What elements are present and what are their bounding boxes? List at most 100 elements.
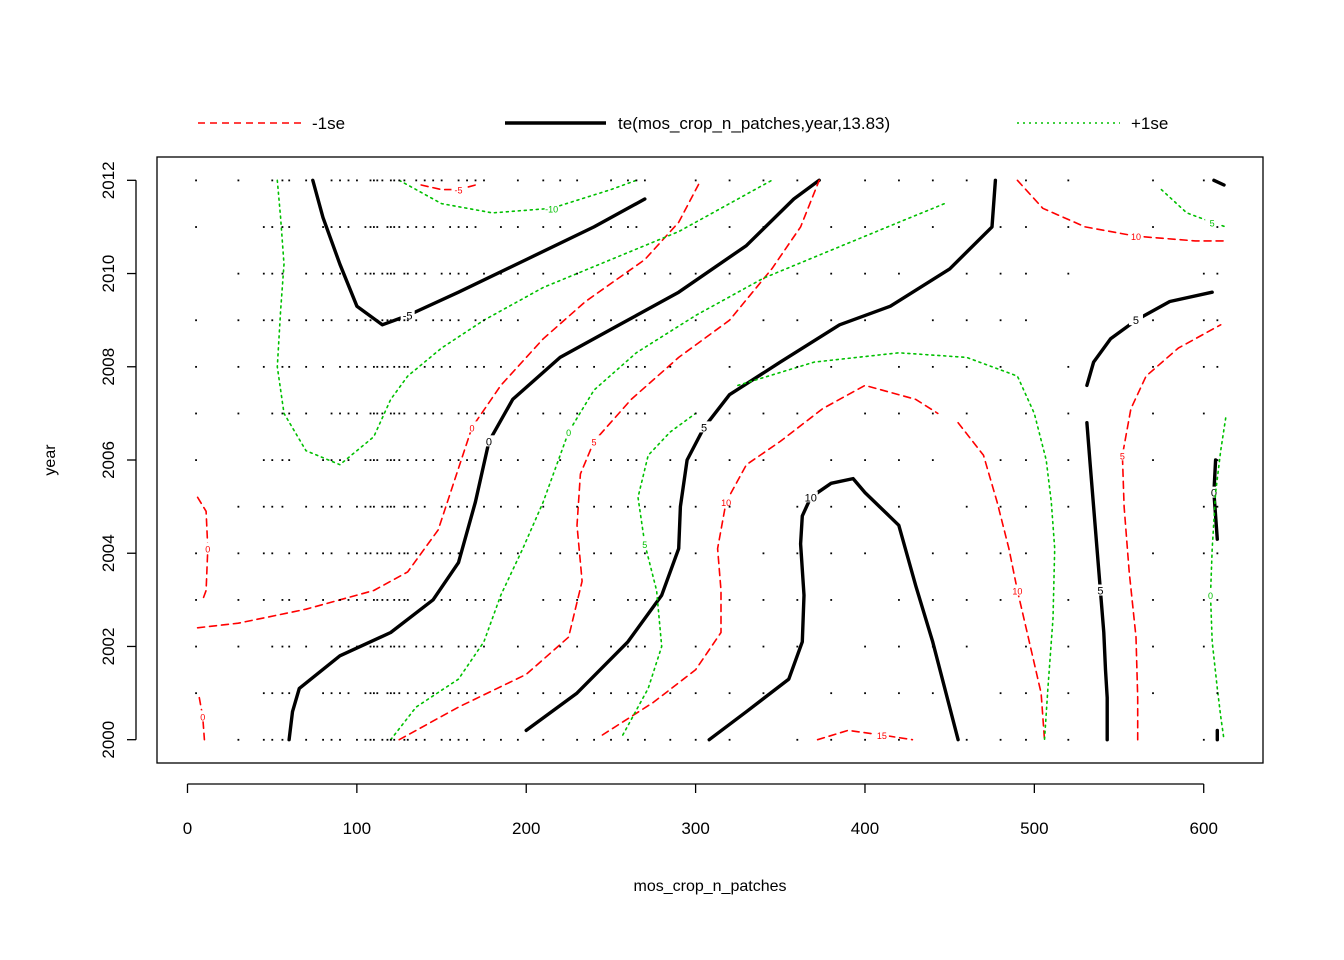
data-point	[288, 319, 291, 322]
data-point	[432, 459, 435, 461]
data-point	[376, 599, 379, 601]
data-point	[864, 505, 866, 508]
data-point	[500, 692, 502, 695]
contour-line	[1085, 290, 1214, 388]
data-point	[364, 365, 367, 368]
data-point	[415, 272, 418, 275]
data-point	[898, 692, 900, 695]
data-point	[643, 645, 646, 648]
contour-label-bg	[481, 435, 496, 447]
data-point	[1067, 226, 1070, 228]
data-point	[386, 226, 389, 228]
y-tick-label: 2002	[99, 628, 118, 666]
data-point	[931, 459, 934, 461]
data-point	[669, 738, 672, 741]
data-point	[610, 179, 612, 182]
data-point	[281, 272, 284, 275]
data-point	[237, 552, 240, 555]
data-point	[576, 319, 579, 322]
contour-label-bg	[561, 426, 576, 438]
series-minus-1se: 0 0 5 10 15 10 5 10 -5 0	[195, 179, 1225, 741]
data-point	[474, 459, 477, 461]
data-point	[694, 692, 697, 695]
data-point	[483, 365, 485, 368]
data-point	[542, 459, 545, 461]
data-point	[1216, 226, 1219, 228]
x-axis: 0 100 200 300 400 500 600	[183, 783, 1218, 838]
data-point	[415, 319, 418, 322]
data-point	[406, 692, 409, 695]
data-point	[931, 365, 934, 368]
data-point	[635, 226, 638, 228]
data-point	[1152, 319, 1154, 322]
data-point	[1025, 272, 1027, 275]
data-point	[559, 599, 562, 601]
data-point	[376, 319, 379, 322]
data-point	[643, 179, 646, 182]
data-point	[1067, 505, 1070, 508]
data-point	[669, 272, 672, 275]
data-point	[339, 179, 341, 182]
data-point	[610, 505, 612, 508]
data-point	[728, 459, 731, 461]
data-point	[1202, 645, 1205, 648]
data-point	[271, 692, 274, 695]
data-point	[372, 645, 375, 648]
data-point	[389, 505, 392, 508]
data-point	[369, 226, 372, 228]
data-point	[415, 645, 418, 648]
contour-line	[287, 178, 821, 742]
data-point	[500, 738, 502, 741]
data-point	[339, 738, 341, 741]
data-point	[576, 179, 579, 182]
data-point	[483, 319, 485, 322]
data-point	[330, 319, 333, 322]
contour-line	[621, 412, 697, 736]
data-point	[593, 226, 595, 228]
data-point	[281, 365, 284, 368]
data-point	[356, 645, 358, 648]
data-point	[347, 365, 350, 368]
data-point	[305, 412, 308, 415]
data-point	[694, 552, 697, 555]
data-point	[457, 692, 460, 695]
contour-line	[196, 179, 702, 629]
data-point	[381, 179, 384, 182]
contour-line	[311, 178, 647, 327]
data-point	[474, 319, 477, 322]
data-point	[1067, 645, 1070, 648]
data-point	[635, 412, 638, 415]
data-point	[999, 459, 1002, 461]
data-point	[393, 505, 396, 508]
data-point	[627, 692, 629, 695]
contour-line	[398, 179, 821, 741]
data-point	[516, 412, 519, 415]
data-point	[376, 552, 379, 555]
data-point	[398, 459, 401, 461]
data-point	[1202, 365, 1205, 368]
data-point	[262, 505, 265, 508]
data-point	[281, 738, 284, 741]
data-point	[398, 645, 401, 648]
data-point	[1216, 599, 1219, 601]
data-point	[931, 692, 934, 695]
data-point	[864, 692, 866, 695]
data-point	[576, 412, 579, 415]
data-point	[796, 412, 799, 415]
data-point	[474, 692, 477, 695]
data-point	[449, 226, 452, 228]
legend-label: -1se	[312, 114, 345, 133]
data-point	[610, 319, 612, 322]
data-point	[796, 599, 799, 601]
data-point	[898, 599, 900, 601]
data-point	[330, 272, 333, 275]
data-point	[398, 179, 401, 182]
data-point	[999, 365, 1002, 368]
contour-label-bg	[1128, 230, 1143, 242]
data-point	[406, 505, 409, 508]
data-point	[271, 319, 274, 322]
data-point	[483, 645, 485, 648]
data-point	[288, 179, 291, 182]
data-point	[195, 552, 197, 555]
data-point	[195, 692, 197, 695]
